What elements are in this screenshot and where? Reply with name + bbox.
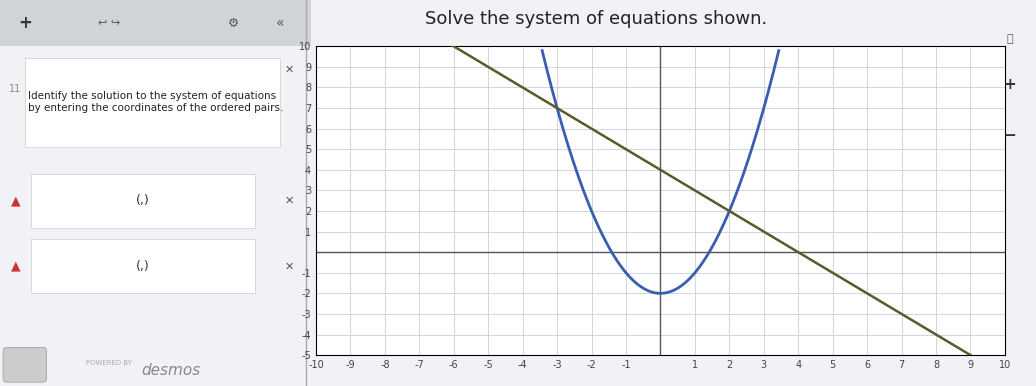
Text: ✕: ✕ bbox=[284, 196, 294, 206]
FancyBboxPatch shape bbox=[31, 174, 255, 228]
Text: (,): (,) bbox=[136, 260, 150, 273]
Text: −: − bbox=[1004, 128, 1016, 142]
Text: ▲: ▲ bbox=[10, 194, 21, 207]
Text: Solve the system of equations shown.: Solve the system of equations shown. bbox=[425, 10, 767, 28]
FancyBboxPatch shape bbox=[0, 0, 311, 46]
FancyBboxPatch shape bbox=[25, 58, 280, 147]
Text: ✕: ✕ bbox=[284, 64, 294, 74]
Text: POWERED BY: POWERED BY bbox=[86, 360, 132, 366]
Text: ↩ ↪: ↩ ↪ bbox=[97, 18, 120, 28]
Text: +: + bbox=[1004, 78, 1016, 92]
Text: 11: 11 bbox=[9, 84, 22, 94]
Text: desmos: desmos bbox=[141, 363, 201, 378]
Text: 🔖: 🔖 bbox=[1007, 34, 1013, 44]
Text: +: + bbox=[18, 14, 32, 32]
FancyBboxPatch shape bbox=[31, 239, 255, 293]
Text: (,): (,) bbox=[136, 194, 150, 207]
Text: ▲: ▲ bbox=[10, 260, 21, 273]
Text: Identify the solution to the system of equations
by entering the coordinates of : Identify the solution to the system of e… bbox=[28, 91, 283, 113]
Text: ⚙: ⚙ bbox=[228, 17, 238, 30]
Text: ✕: ✕ bbox=[284, 261, 294, 271]
Text: «: « bbox=[276, 16, 284, 30]
FancyBboxPatch shape bbox=[3, 347, 47, 382]
